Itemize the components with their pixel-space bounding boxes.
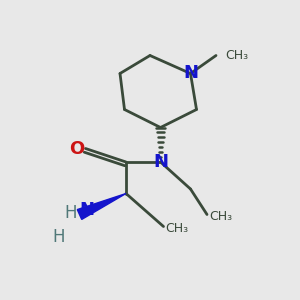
Text: CH₃: CH₃ bbox=[165, 221, 188, 235]
Text: CH₃: CH₃ bbox=[226, 49, 249, 62]
Text: H: H bbox=[65, 204, 77, 222]
Text: N: N bbox=[80, 201, 94, 219]
Text: CH₃: CH₃ bbox=[209, 209, 232, 223]
Text: N: N bbox=[153, 153, 168, 171]
Text: N: N bbox=[183, 64, 198, 82]
Text: H: H bbox=[52, 228, 65, 246]
Text: O: O bbox=[70, 140, 85, 158]
Polygon shape bbox=[77, 194, 126, 219]
